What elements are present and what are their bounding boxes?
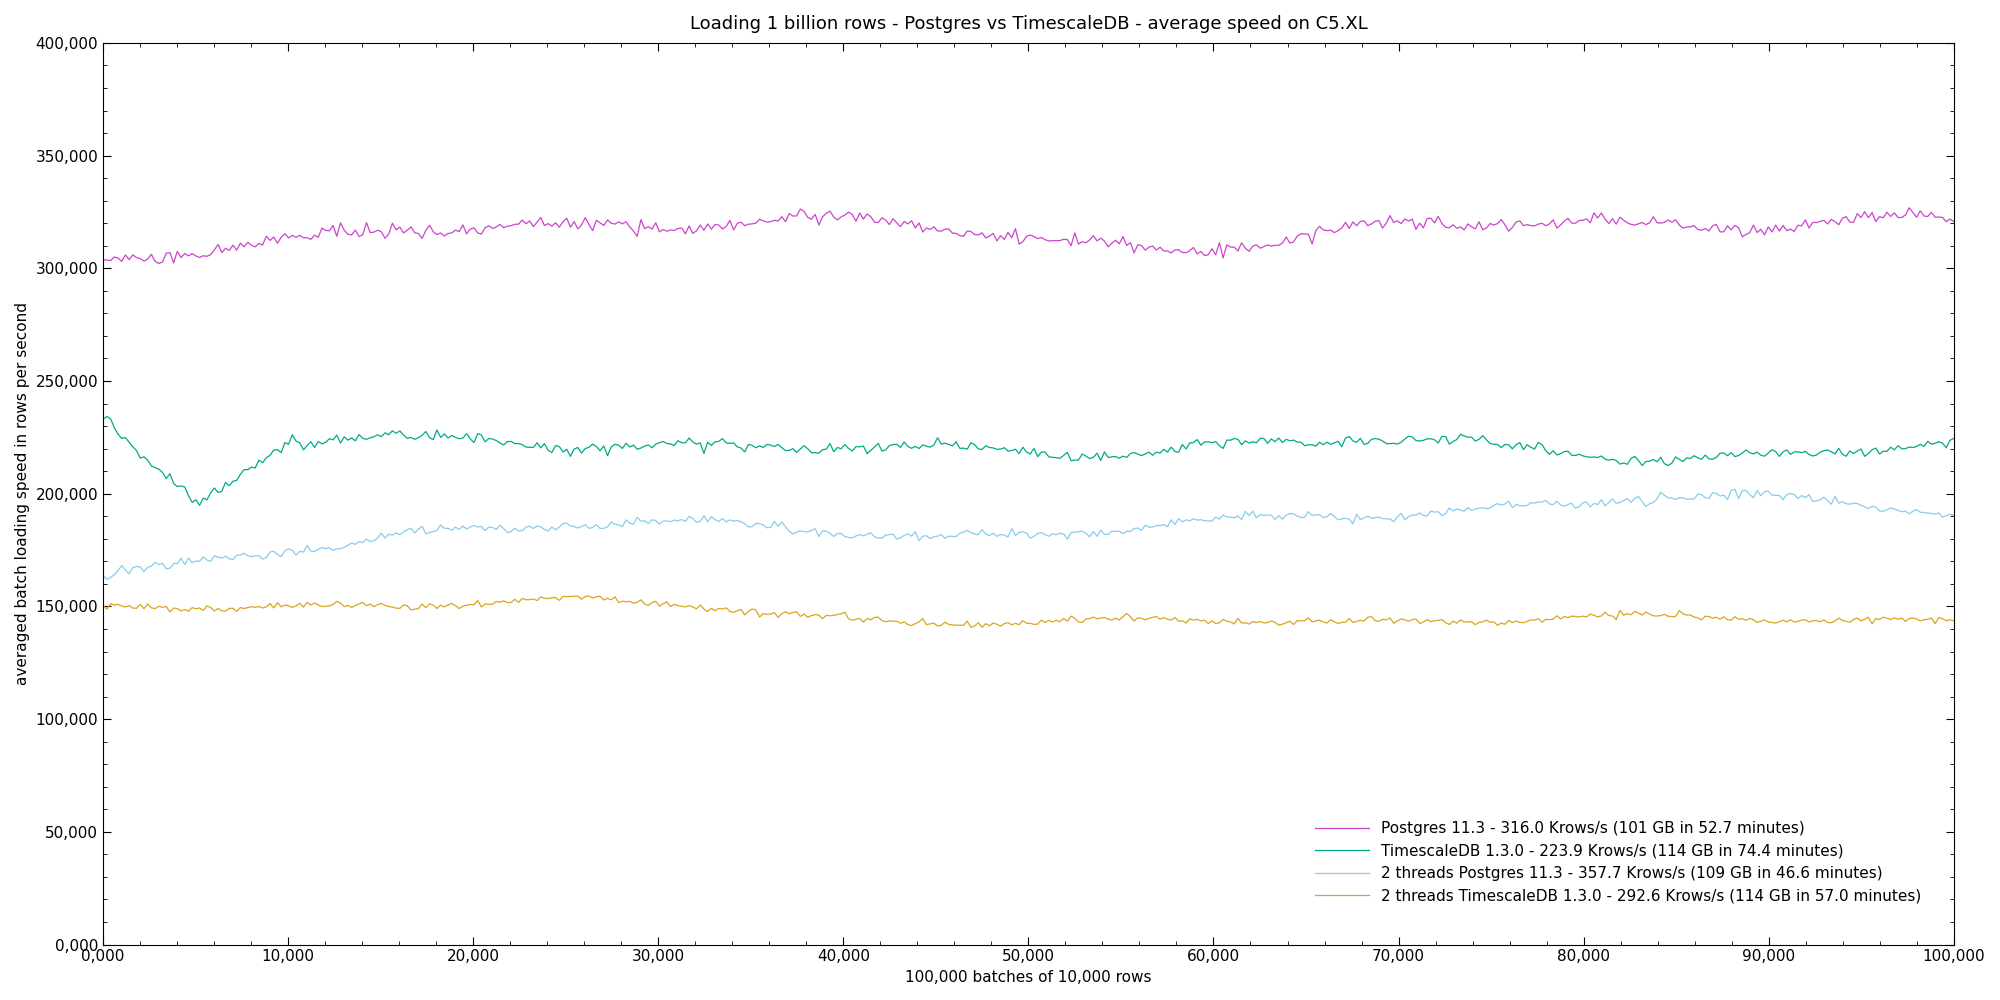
2 threads TimescaleDB 1.3.0 - 292.6 Krows/s (114 GB in 57.0 minutes) bbox=[1616, 608, 1640, 620]
2 threads TimescaleDB 1.3.0 - 292.6 Krows/s (114 GB in 57.0 minutes) bbox=[1200, 615, 1224, 627]
2 threads TimescaleDB 1.3.0 - 292.6 Krows/s (114 GB in 57.0 minutes) bbox=[978, 620, 1002, 632]
Postgres 11.3 - 316.0 Krows/s (101 GB in 52.7 minutes) bbox=[1612, 214, 1636, 226]
2 threads TimescaleDB 1.3.0 - 292.6 Krows/s (114 GB in 57.0 minutes) bbox=[1100, 614, 1124, 626]
TimescaleDB 1.3.0 - 223.9 Krows/s (114 GB in 74.4 minutes) bbox=[988, 443, 1012, 455]
2 threads Postgres 11.3 - 357.7 Krows/s (109 GB in 46.6 minutes) bbox=[974, 528, 998, 540]
2 threads TimescaleDB 1.3.0 - 292.6 Krows/s (114 GB in 57.0 minutes) bbox=[576, 590, 600, 602]
TimescaleDB 1.3.0 - 223.9 Krows/s (114 GB in 74.4 minutes) bbox=[1942, 432, 1966, 444]
2 threads Postgres 11.3 - 357.7 Krows/s (109 GB in 46.6 minutes) bbox=[94, 573, 118, 585]
2 threads TimescaleDB 1.3.0 - 292.6 Krows/s (114 GB in 57.0 minutes) bbox=[1904, 613, 1928, 625]
Postgres 11.3 - 316.0 Krows/s (101 GB in 52.7 minutes) bbox=[1096, 241, 1120, 253]
Postgres 11.3 - 316.0 Krows/s (101 GB in 52.7 minutes) bbox=[1898, 202, 1922, 214]
TimescaleDB 1.3.0 - 223.9 Krows/s (114 GB in 74.4 minutes) bbox=[1616, 458, 1640, 470]
TimescaleDB 1.3.0 - 223.9 Krows/s (114 GB in 74.4 minutes) bbox=[92, 413, 116, 425]
Line: Postgres 11.3 - 316.0 Krows/s (101 GB in 52.7 minutes): Postgres 11.3 - 316.0 Krows/s (101 GB in… bbox=[104, 208, 1954, 263]
2 threads Postgres 11.3 - 357.7 Krows/s (109 GB in 46.6 minutes) bbox=[92, 570, 116, 582]
Postgres 11.3 - 316.0 Krows/s (101 GB in 52.7 minutes) bbox=[1196, 249, 1220, 261]
Line: 2 threads TimescaleDB 1.3.0 - 292.6 Krows/s (114 GB in 57.0 minutes): 2 threads TimescaleDB 1.3.0 - 292.6 Krow… bbox=[104, 596, 1954, 627]
Line: 2 threads Postgres 11.3 - 357.7 Krows/s (109 GB in 46.6 minutes): 2 threads Postgres 11.3 - 357.7 Krows/s … bbox=[104, 490, 1954, 579]
2 threads Postgres 11.3 - 357.7 Krows/s (109 GB in 46.6 minutes) bbox=[984, 530, 1008, 542]
2 threads Postgres 11.3 - 357.7 Krows/s (109 GB in 46.6 minutes) bbox=[1612, 495, 1636, 507]
Postgres 11.3 - 316.0 Krows/s (101 GB in 52.7 minutes) bbox=[146, 257, 170, 269]
TimescaleDB 1.3.0 - 223.9 Krows/s (114 GB in 74.4 minutes) bbox=[1100, 451, 1124, 463]
2 threads Postgres 11.3 - 357.7 Krows/s (109 GB in 46.6 minutes) bbox=[1904, 504, 1928, 516]
2 threads Postgres 11.3 - 357.7 Krows/s (109 GB in 46.6 minutes) bbox=[1196, 515, 1220, 527]
TimescaleDB 1.3.0 - 223.9 Krows/s (114 GB in 74.4 minutes) bbox=[978, 442, 1002, 454]
2 threads Postgres 11.3 - 357.7 Krows/s (109 GB in 46.6 minutes) bbox=[1722, 484, 1746, 496]
2 threads Postgres 11.3 - 357.7 Krows/s (109 GB in 46.6 minutes) bbox=[1096, 528, 1120, 540]
TimescaleDB 1.3.0 - 223.9 Krows/s (114 GB in 74.4 minutes) bbox=[188, 499, 212, 511]
2 threads TimescaleDB 1.3.0 - 292.6 Krows/s (114 GB in 57.0 minutes) bbox=[1942, 615, 1966, 627]
TimescaleDB 1.3.0 - 223.9 Krows/s (114 GB in 74.4 minutes) bbox=[1200, 437, 1224, 449]
Postgres 11.3 - 316.0 Krows/s (101 GB in 52.7 minutes) bbox=[974, 232, 998, 244]
Postgres 11.3 - 316.0 Krows/s (101 GB in 52.7 minutes) bbox=[1942, 215, 1966, 227]
Line: TimescaleDB 1.3.0 - 223.9 Krows/s (114 GB in 74.4 minutes): TimescaleDB 1.3.0 - 223.9 Krows/s (114 G… bbox=[104, 416, 1954, 505]
Legend: Postgres 11.3 - 316.0 Krows/s (101 GB in 52.7 minutes), TimescaleDB 1.3.0 - 223.: Postgres 11.3 - 316.0 Krows/s (101 GB in… bbox=[1310, 815, 1928, 910]
2 threads Postgres 11.3 - 357.7 Krows/s (109 GB in 46.6 minutes) bbox=[1942, 510, 1966, 522]
2 threads TimescaleDB 1.3.0 - 292.6 Krows/s (114 GB in 57.0 minutes) bbox=[92, 599, 116, 611]
Postgres 11.3 - 316.0 Krows/s (101 GB in 52.7 minutes) bbox=[984, 235, 1008, 247]
Title: Loading 1 billion rows - Postgres vs TimescaleDB - average speed on C5.XL: Loading 1 billion rows - Postgres vs Tim… bbox=[690, 15, 1368, 33]
Y-axis label: averaged batch loading speed in rows per second: averaged batch loading speed in rows per… bbox=[14, 302, 30, 685]
TimescaleDB 1.3.0 - 223.9 Krows/s (114 GB in 74.4 minutes) bbox=[94, 410, 118, 422]
Postgres 11.3 - 316.0 Krows/s (101 GB in 52.7 minutes) bbox=[1904, 211, 1928, 223]
2 threads TimescaleDB 1.3.0 - 292.6 Krows/s (114 GB in 57.0 minutes) bbox=[988, 620, 1012, 632]
X-axis label: 100,000 batches of 10,000 rows: 100,000 batches of 10,000 rows bbox=[906, 970, 1152, 985]
TimescaleDB 1.3.0 - 223.9 Krows/s (114 GB in 74.4 minutes) bbox=[1904, 440, 1928, 452]
Postgres 11.3 - 316.0 Krows/s (101 GB in 52.7 minutes) bbox=[92, 254, 116, 266]
2 threads TimescaleDB 1.3.0 - 292.6 Krows/s (114 GB in 57.0 minutes) bbox=[970, 621, 994, 633]
